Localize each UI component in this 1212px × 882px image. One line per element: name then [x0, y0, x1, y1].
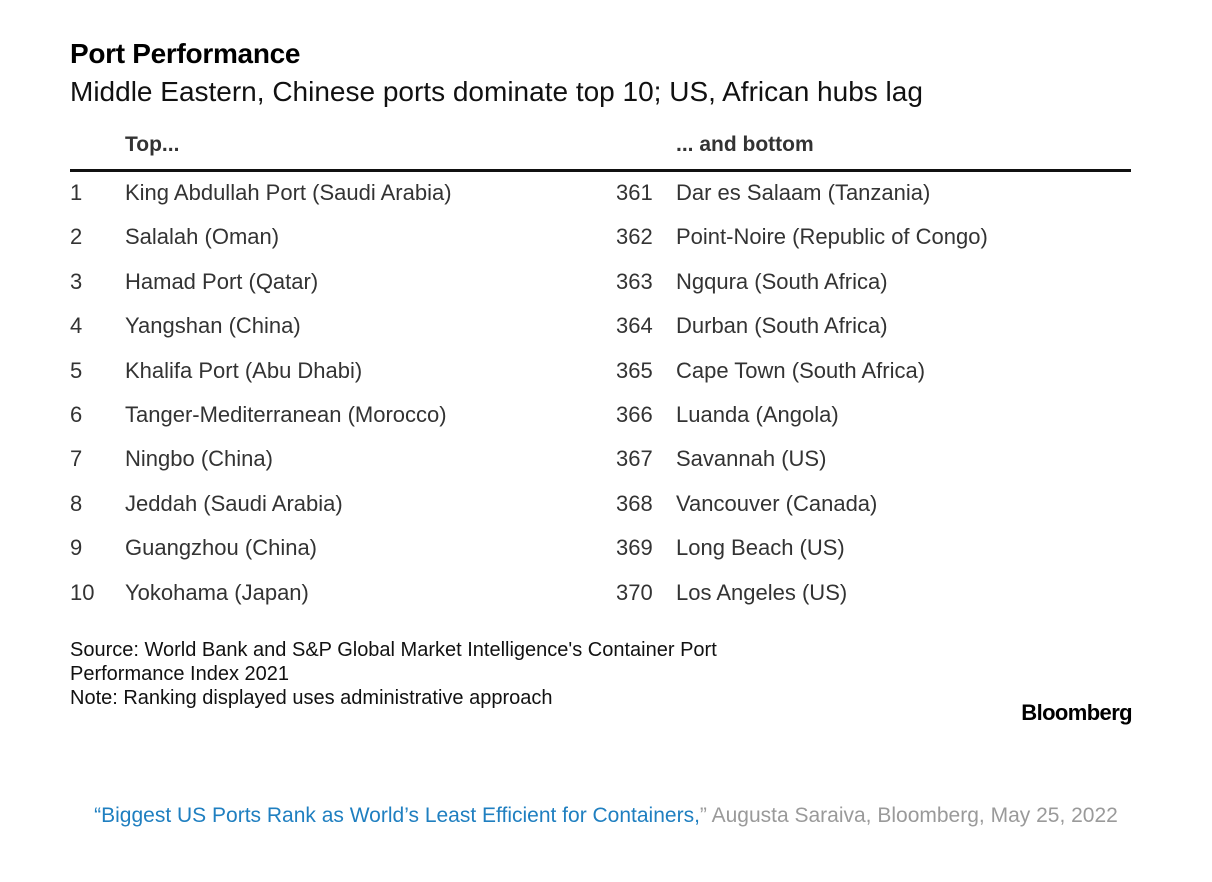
top-rank: 4 [70, 313, 83, 339]
top-rank: 5 [70, 357, 83, 383]
table-row: 8 Jeddah (Saudi Arabia) 368 Vancouver (C… [0, 483, 1212, 527]
bottom-port-name: Durban (South Africa) [676, 313, 888, 339]
bottom-rank: 362 [616, 224, 653, 250]
bottom-rank: 363 [616, 268, 653, 294]
bottom-rank: 365 [616, 357, 653, 383]
top-port-name: Yokohama (Japan) [125, 579, 309, 605]
column-header-bottom: ... and bottom [676, 133, 814, 156]
ranking-table: 1 King Abdullah Port (Saudi Arabia) 361 … [0, 172, 1212, 616]
bottom-rank: 368 [616, 490, 653, 516]
top-rank: 9 [70, 535, 83, 561]
bottom-port-name: Point-Noire (Republic of Congo) [676, 224, 988, 250]
table-row: 2 Salalah (Oman) 362 Point-Noire (Republ… [0, 216, 1212, 260]
table-row: 7 Ningbo (China) 367 Savannah (US) [0, 438, 1212, 482]
top-port-name: Jeddah (Saudi Arabia) [125, 490, 343, 516]
top-rank: 7 [70, 446, 83, 472]
column-header-top: Top... [125, 133, 180, 156]
table-row: 3 Hamad Port (Qatar) 363 Ngqura (South A… [0, 261, 1212, 305]
header-rule [70, 169, 1131, 172]
table-row: 1 King Abdullah Port (Saudi Arabia) 361 … [0, 172, 1212, 216]
article-caption: “Biggest US Ports Rank as World’s Least … [60, 795, 1152, 837]
table-row: 10 Yokohama (Japan) 370 Los Angeles (US) [0, 572, 1212, 616]
source-line: Source: World Bank and S&P Global Market… [70, 639, 717, 661]
bottom-rank: 369 [616, 535, 653, 561]
table-row: 5 Khalifa Port (Abu Dhabi) 365 Cape Town… [0, 350, 1212, 394]
page-subtitle: Middle Eastern, Chinese ports dominate t… [70, 76, 923, 107]
ranking-note: Note: Ranking displayed uses administrat… [70, 687, 553, 709]
table-row: 6 Tanger-Mediterranean (Morocco) 366 Lua… [0, 394, 1212, 438]
article-credit: ” Augusta Saraiva, Bloomberg, May 25, 20… [699, 804, 1118, 827]
top-port-name: Yangshan (China) [125, 313, 301, 339]
bottom-port-name: Ngqura (South Africa) [676, 268, 888, 294]
article-link[interactable]: “Biggest US Ports Rank as World’s Least … [94, 804, 700, 827]
top-port-name: Guangzhou (China) [125, 535, 318, 561]
bloomberg-logo: Bloomberg [1021, 700, 1132, 725]
top-rank: 8 [70, 490, 83, 516]
bottom-port-name: Los Angeles (US) [676, 579, 848, 605]
top-port-name: King Abdullah Port (Saudi Arabia) [125, 180, 452, 205]
source-line: Performance Index 2021 [70, 663, 290, 685]
bottom-port-name: Cape Town (South Africa) [676, 357, 926, 383]
bottom-rank: 367 [616, 446, 653, 472]
top-rank: 6 [70, 401, 83, 427]
top-port-name: Khalifa Port (Abu Dhabi) [125, 357, 363, 383]
bottom-port-name: Long Beach (US) [676, 535, 845, 561]
bottom-rank: 366 [616, 401, 653, 427]
bottom-rank: 370 [616, 579, 653, 605]
top-rank: 1 [70, 180, 83, 205]
source-note: Source: World Bank and S&P Global Market… [70, 638, 870, 710]
top-port-name: Hamad Port (Qatar) [125, 268, 319, 294]
bottom-port-name: Luanda (Angola) [676, 401, 839, 427]
bottom-port-name: Dar es Salaam (Tanzania) [676, 180, 931, 205]
table-row: 9 Guangzhou (China) 369 Long Beach (US) [0, 527, 1212, 571]
bottom-port-name: Savannah (US) [676, 446, 827, 472]
page-title: Port Performance [70, 38, 301, 69]
top-rank: 2 [70, 224, 83, 250]
bottom-port-name: Vancouver (Canada) [676, 490, 878, 516]
top-port-name: Tanger-Mediterranean (Morocco) [125, 401, 447, 427]
table-row: 4 Yangshan (China) 364 Durban (South Afr… [0, 305, 1212, 349]
top-rank: 3 [70, 268, 83, 294]
bottom-rank: 361 [616, 180, 653, 205]
bottom-rank: 364 [616, 313, 653, 339]
top-port-name: Salalah (Oman) [125, 224, 280, 250]
top-port-name: Ningbo (China) [125, 446, 273, 472]
top-rank: 10 [70, 579, 95, 605]
